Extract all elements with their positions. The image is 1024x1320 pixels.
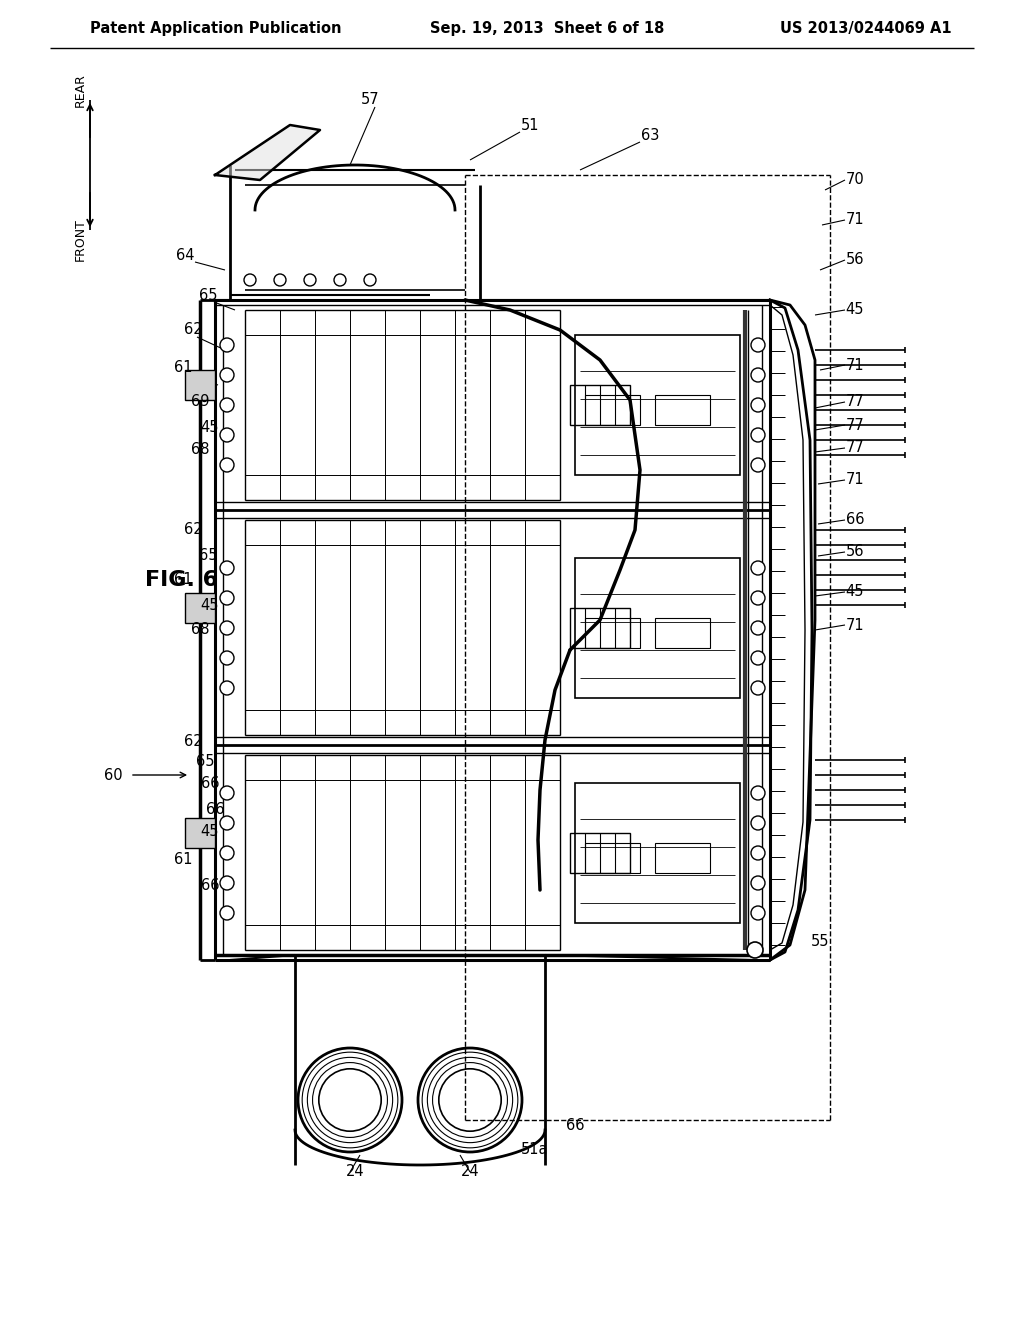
Circle shape xyxy=(751,561,765,576)
Circle shape xyxy=(751,785,765,800)
Circle shape xyxy=(364,275,376,286)
Text: 51a: 51a xyxy=(521,1143,549,1158)
Circle shape xyxy=(244,275,256,286)
Circle shape xyxy=(220,428,234,442)
Text: 71: 71 xyxy=(846,473,864,487)
Text: 71: 71 xyxy=(846,618,864,632)
Text: 56: 56 xyxy=(846,544,864,560)
Circle shape xyxy=(220,338,234,352)
Text: 66: 66 xyxy=(565,1118,585,1133)
Circle shape xyxy=(751,338,765,352)
Bar xyxy=(570,385,630,425)
Bar xyxy=(585,395,640,425)
Text: 65: 65 xyxy=(199,548,217,562)
Circle shape xyxy=(220,816,234,830)
Bar xyxy=(185,593,215,623)
Circle shape xyxy=(220,876,234,890)
Text: 51: 51 xyxy=(521,117,540,132)
Text: 77: 77 xyxy=(846,395,864,409)
Text: FRONT: FRONT xyxy=(74,219,86,261)
Text: 69: 69 xyxy=(190,395,209,409)
Text: 55: 55 xyxy=(811,935,829,949)
Bar xyxy=(655,395,710,425)
Circle shape xyxy=(751,876,765,890)
Text: 71: 71 xyxy=(846,213,864,227)
Bar xyxy=(585,843,640,873)
Circle shape xyxy=(751,846,765,861)
Circle shape xyxy=(220,906,234,920)
Circle shape xyxy=(751,591,765,605)
Text: REAR: REAR xyxy=(74,73,86,107)
Text: 45: 45 xyxy=(201,421,219,436)
Circle shape xyxy=(220,620,234,635)
Circle shape xyxy=(220,846,234,861)
Text: 71: 71 xyxy=(846,358,864,372)
Circle shape xyxy=(220,591,234,605)
Text: 56: 56 xyxy=(846,252,864,268)
Circle shape xyxy=(751,620,765,635)
Circle shape xyxy=(220,651,234,665)
Circle shape xyxy=(746,942,763,958)
Text: 61: 61 xyxy=(174,853,193,867)
Text: 45: 45 xyxy=(846,585,864,599)
Text: 68: 68 xyxy=(190,442,209,458)
Circle shape xyxy=(751,651,765,665)
Text: 65: 65 xyxy=(196,755,214,770)
Circle shape xyxy=(751,681,765,696)
Text: 61: 61 xyxy=(174,573,193,587)
Text: 66: 66 xyxy=(206,803,224,817)
Text: 70: 70 xyxy=(846,173,864,187)
Circle shape xyxy=(751,458,765,473)
Text: 45: 45 xyxy=(201,598,219,612)
Text: 62: 62 xyxy=(183,523,203,537)
Text: 24: 24 xyxy=(461,1164,479,1180)
Circle shape xyxy=(751,816,765,830)
Text: Sep. 19, 2013  Sheet 6 of 18: Sep. 19, 2013 Sheet 6 of 18 xyxy=(430,21,665,36)
Text: 66: 66 xyxy=(201,878,219,892)
Circle shape xyxy=(334,275,346,286)
Bar xyxy=(655,843,710,873)
Text: 65: 65 xyxy=(199,288,217,302)
Text: 77: 77 xyxy=(846,417,864,433)
Circle shape xyxy=(751,906,765,920)
Text: 57: 57 xyxy=(360,92,379,107)
Text: 66: 66 xyxy=(201,776,219,791)
Bar xyxy=(575,783,740,923)
Text: 63: 63 xyxy=(641,128,659,143)
Text: 68: 68 xyxy=(190,623,209,638)
Bar xyxy=(575,335,740,475)
Text: 62: 62 xyxy=(183,322,203,338)
Text: US 2013/0244069 A1: US 2013/0244069 A1 xyxy=(780,21,951,36)
Circle shape xyxy=(220,681,234,696)
Text: 45: 45 xyxy=(846,302,864,318)
Circle shape xyxy=(751,399,765,412)
Bar xyxy=(185,818,215,847)
Circle shape xyxy=(220,561,234,576)
Text: 77: 77 xyxy=(846,441,864,455)
Circle shape xyxy=(751,428,765,442)
Bar xyxy=(585,618,640,648)
Bar xyxy=(575,558,740,698)
Circle shape xyxy=(751,368,765,381)
Text: 61: 61 xyxy=(174,360,193,375)
Text: 45: 45 xyxy=(201,825,219,840)
Text: 60: 60 xyxy=(103,767,122,783)
Circle shape xyxy=(304,275,316,286)
Circle shape xyxy=(274,275,286,286)
Text: 64: 64 xyxy=(176,248,195,263)
Text: FIG. 6: FIG. 6 xyxy=(145,570,218,590)
Text: Patent Application Publication: Patent Application Publication xyxy=(90,21,341,36)
Circle shape xyxy=(220,399,234,412)
Circle shape xyxy=(220,785,234,800)
Circle shape xyxy=(220,458,234,473)
Text: 24: 24 xyxy=(346,1164,365,1180)
Bar xyxy=(570,609,630,648)
Bar xyxy=(655,618,710,648)
Polygon shape xyxy=(215,125,319,180)
Bar xyxy=(570,833,630,873)
Circle shape xyxy=(220,368,234,381)
Text: 62: 62 xyxy=(183,734,203,750)
Bar xyxy=(185,370,215,400)
Text: 66: 66 xyxy=(846,512,864,528)
